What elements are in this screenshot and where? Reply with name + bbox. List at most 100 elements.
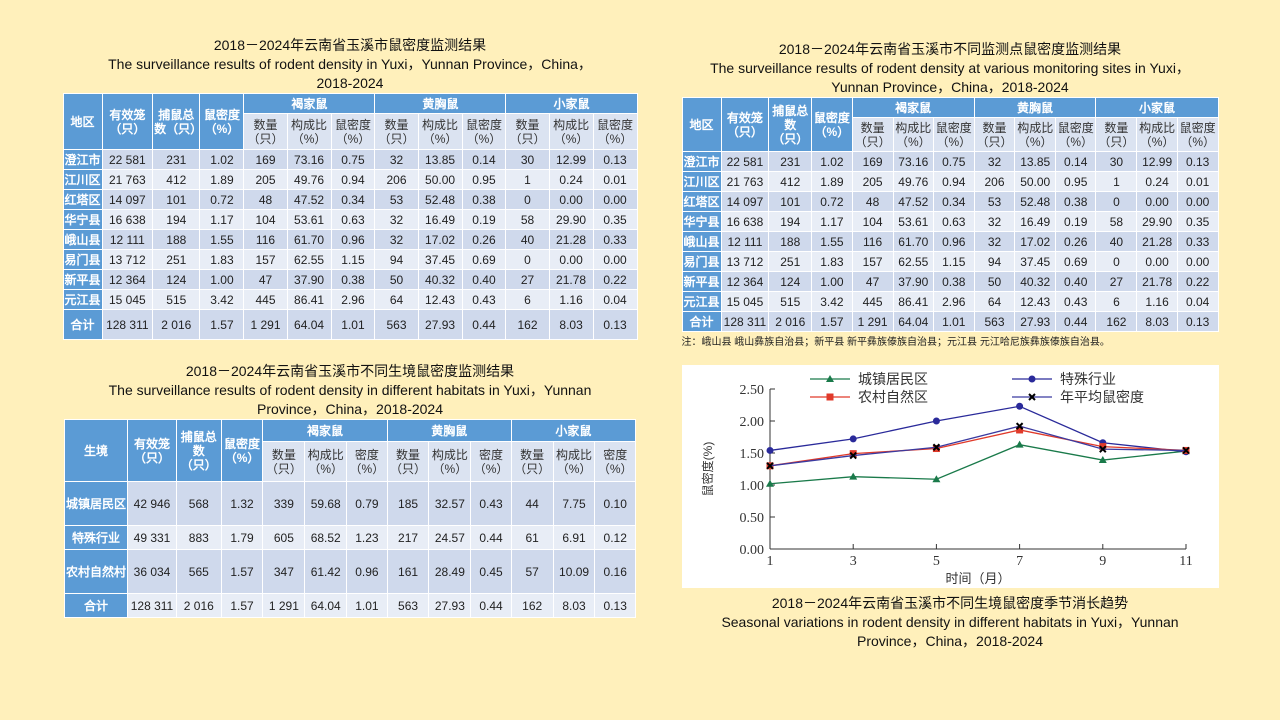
table-header: 地区 (681, 97, 722, 152)
data-point (849, 450, 857, 458)
table-cell: 特殊行业 (63, 525, 129, 550)
table-cell: 162 (510, 593, 554, 618)
table-cell: 1.00 (199, 269, 245, 290)
table-cell: 47 (243, 269, 288, 290)
table-cell: 32 (973, 151, 1016, 172)
table-cell: 0.00 (548, 249, 594, 270)
table-cell: 0.13 (592, 309, 638, 340)
table-header: 数量（只） (262, 441, 306, 482)
table-cell: 64 (374, 289, 419, 310)
table-header: 鼠密度（%） (199, 93, 245, 150)
table-header: 密度（%） (346, 441, 388, 482)
table-cell: 13.85 (417, 149, 463, 170)
table-cell: 0 (1095, 251, 1138, 272)
table-cell: 94 (374, 249, 419, 270)
table-cell: 0.26 (1054, 231, 1097, 252)
table-cell: 12 364 (101, 269, 154, 290)
table-cell: 53 (374, 189, 419, 210)
table-cell: 8.03 (1136, 311, 1178, 332)
table-cell: 339 (262, 481, 306, 526)
table-header: 构成比（%） (552, 441, 596, 482)
table-cell: 0.22 (1176, 271, 1219, 292)
table-cell: 1.83 (811, 251, 853, 272)
y-tick-label: 0.50 (739, 511, 764, 526)
table-cell: 104 (851, 211, 894, 232)
table-header: 数量（只） (1095, 117, 1138, 152)
table-cell: 1.55 (811, 231, 853, 252)
table-row: 合计 128 311 2 016 1.57 1 291 64.04 1.01 563 27.93… (62, 309, 638, 340)
table-cell: 江川区 (62, 169, 103, 190)
table-cell: 73.16 (286, 149, 332, 170)
table-cell: 0.38 (461, 189, 507, 210)
table-cell: 1.16 (1136, 291, 1178, 312)
table-cell: 124 (768, 271, 813, 292)
table-cell: 峨山县 (681, 231, 722, 252)
table-cell: 27 (505, 269, 550, 290)
table-cell: 30 (1095, 151, 1138, 172)
table-note: 注：峨山县 峨山彝族自治县；新平县 新平彝族傣族自治县；元江县 元江哈尼族彝族傣… (681, 337, 1110, 348)
table-cell: 1.89 (199, 169, 245, 190)
table-cell: 445 (243, 289, 288, 310)
table-cell: 3.42 (199, 289, 245, 310)
table-cell: 0.34 (330, 189, 376, 210)
table-cell: 206 (374, 169, 419, 190)
table-cell: 0 (505, 249, 550, 270)
table-cell: 17.02 (417, 229, 463, 250)
table-cell: 563 (973, 311, 1016, 332)
table-cell: 0.33 (1176, 231, 1219, 252)
table-cell: 0.34 (933, 191, 975, 212)
table-row: 江川区 21 763 412 1.89 205 49.76 0.94 206 50.00 0.95… (62, 169, 638, 190)
table-row: 合计 128 311 2 016 1.57 1 291 64.04 1.01 563 27.93… (63, 593, 636, 618)
table-cell: 1.83 (199, 249, 245, 270)
legend-label: 农村自然区 (858, 389, 928, 405)
table-row: 峨山县 12 111 188 1.55 116 61.70 0.96 32 17.02 0.26 4… (681, 231, 1219, 252)
table-cell: 澄江市 (62, 149, 103, 170)
table-row: 元江县 15 045 515 3.42 445 86.41 2.96 64 12.43 0.43 6… (681, 291, 1219, 312)
table-header: 生境 (63, 419, 129, 482)
table-cell: 0.63 (330, 209, 376, 230)
legend-marker (825, 375, 834, 382)
table-cell: 0.14 (461, 149, 507, 170)
table-cell: 1.00 (811, 271, 853, 292)
table-cell: 8.03 (552, 593, 596, 618)
table-cell: 华宁县 (62, 209, 103, 230)
table-header: 数量（只） (851, 117, 894, 152)
table-header: 有效笼（只） (720, 97, 770, 152)
table-row: 新平县 12 364 124 1.00 47 37.90 0.38 50 40.32 0.40 27… (62, 269, 638, 290)
table-cell: 1 (505, 169, 550, 190)
table-cell: 0.16 (594, 549, 636, 594)
table-cell: 新平县 (62, 269, 103, 290)
table-cell: 29.90 (548, 209, 594, 230)
table-cell: 1.15 (933, 251, 975, 272)
table-header: 鼠密度（%） (220, 419, 264, 482)
table-cell: 61.70 (286, 229, 332, 250)
table-cell: 47.52 (892, 191, 935, 212)
table-row: 峨山县 12 111 188 1.55 116 61.70 0.96 32 17.02 0.26 4… (62, 229, 638, 250)
table-cell: 1.23 (346, 525, 388, 550)
table-row: 农村自然村 36 034 565 1.57 347 61.42 0.96 161 28.49 0.… (63, 549, 636, 594)
data-point (1015, 440, 1024, 448)
legend-label: 城镇居民区 (858, 371, 928, 387)
data-point (849, 435, 857, 443)
table-cell: 62.55 (286, 249, 332, 270)
table-cell: 73.16 (892, 151, 935, 172)
table-cell: 563 (374, 309, 419, 340)
table-header: 数量（只） (505, 113, 550, 150)
table-cell: 1.01 (330, 309, 376, 340)
table-cell: 易门县 (62, 249, 103, 270)
table-cell: 64.04 (286, 309, 332, 340)
table-cell: 0.00 (592, 189, 638, 210)
table-cell: 12.43 (1014, 291, 1056, 312)
table-header: 褐家鼠 (243, 93, 376, 114)
x-tick-label: 9 (1099, 554, 1106, 569)
x-tick-label: 5 (932, 554, 939, 569)
table-cell: 37.45 (417, 249, 463, 270)
legend-label: 特殊行业 (1060, 371, 1116, 387)
table-cell: 231 (152, 149, 201, 170)
y-tick-label: 0.00 (739, 543, 764, 558)
table-cell: 0.19 (1054, 211, 1097, 232)
table-cell: 515 (152, 289, 201, 310)
series-line (769, 429, 1186, 467)
table-cell: 2 016 (175, 593, 222, 618)
table-cell: 16 638 (720, 211, 770, 232)
